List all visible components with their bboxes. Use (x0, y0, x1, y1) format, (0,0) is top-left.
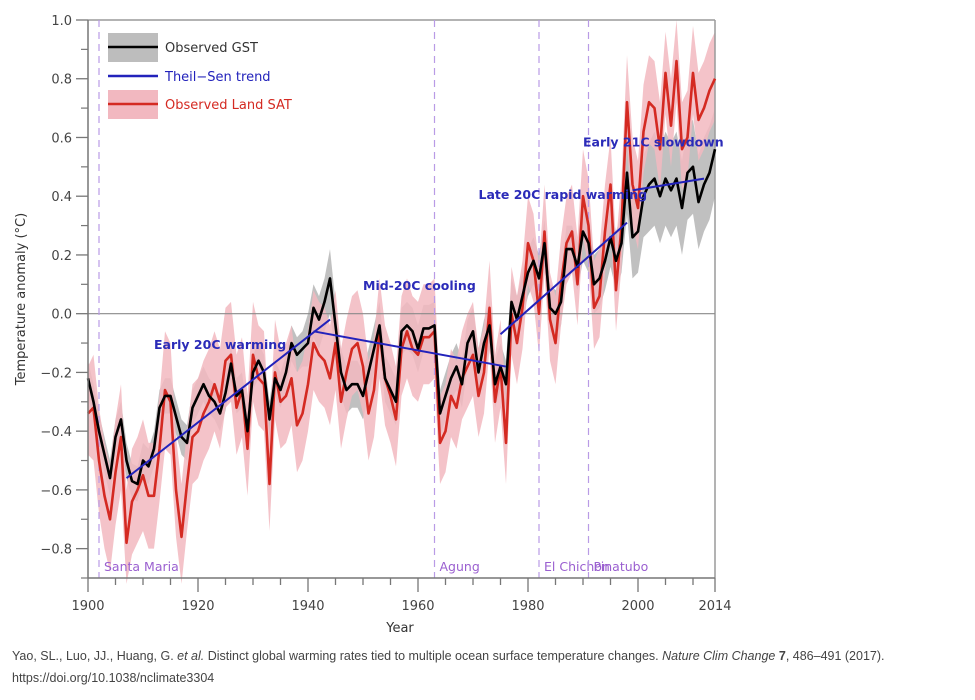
x-tick-label: 2000 (621, 599, 654, 614)
caption-title: Distinct global warming rates tied to mu… (204, 649, 663, 663)
trend-annotation: Early 20C warming (154, 337, 286, 352)
trend-line (499, 221, 628, 335)
land-sat-series-line (87, 59, 717, 545)
y-tick-label: −0.8 (40, 543, 72, 558)
plot-frame (88, 19, 716, 578)
figure-caption: Yao, SL., Luo, JJ., Huang, G. et al. Dis… (12, 645, 967, 689)
y-tick-label: 0.2 (51, 249, 72, 264)
caption-pages: , 486–491 (2017). (785, 649, 885, 663)
axes: 1.0 0.8 0.6 0.4 0.2 0.0 −0.2 −0.4 −0.6 −0.8 1900 19… (14, 14, 732, 636)
trend-annotation: Late 20C rapid warming (479, 187, 648, 202)
x-tick-label: 1920 (181, 599, 214, 614)
trend-lines (125, 177, 705, 479)
y-tick-label: 0.4 (51, 190, 72, 205)
y-tick-label: −0.4 (40, 425, 72, 440)
y-tick-label: 1.0 (51, 14, 72, 29)
trend-annotation: Early 21C slowdown (583, 134, 724, 149)
trend-line (313, 330, 507, 368)
annotations: Early 20C warming Mid-20C cooling Late 20C… (154, 134, 724, 352)
caption-etal: et al. (177, 649, 205, 663)
volcano-label: Agung (440, 559, 480, 574)
legend-label: Observed Land SAT (165, 98, 292, 113)
y-tick-label: 0.6 (51, 131, 72, 146)
y-tick-label: 0.8 (51, 73, 72, 88)
trend-annotation: Mid-20C cooling (363, 278, 476, 293)
x-tick-label: 1960 (401, 599, 434, 614)
land-sat-uncertainty-band (88, 20, 715, 584)
x-tick-label: 1980 (511, 599, 544, 614)
x-tick-label: 1940 (291, 599, 324, 614)
x-axis-title: Year (385, 621, 414, 636)
trend-line (632, 177, 705, 192)
legend-label: Theil−Sen trend (164, 70, 271, 85)
caption-authors: Yao, SL., Luo, JJ., Huang, G. (12, 649, 178, 663)
volcano-label: Santa Maria (104, 559, 179, 574)
y-tick-label: 0.0 (51, 308, 72, 323)
x-tick-label: 2014 (698, 599, 731, 614)
y-tick-label: −0.6 (40, 484, 72, 499)
legend: Observed GST Theil−Sen trend Observed Land… (108, 33, 292, 119)
y-axis-title: Temperature anomaly (°C) (14, 213, 29, 386)
volcano-label: Pinatubo (594, 559, 649, 574)
legend-label: Observed GST (165, 41, 258, 56)
caption-volume: 7 (778, 649, 786, 663)
trend-line (125, 318, 331, 479)
caption-journal: Nature Clim Change (662, 649, 776, 663)
x-tick-label: 1900 (71, 599, 104, 614)
volcano-label: El Chichon (544, 559, 610, 574)
caption-doi-link[interactable]: https://doi.org/10.1038/nclimate3304 (12, 671, 215, 685)
y-tick-label: −0.2 (40, 366, 72, 381)
